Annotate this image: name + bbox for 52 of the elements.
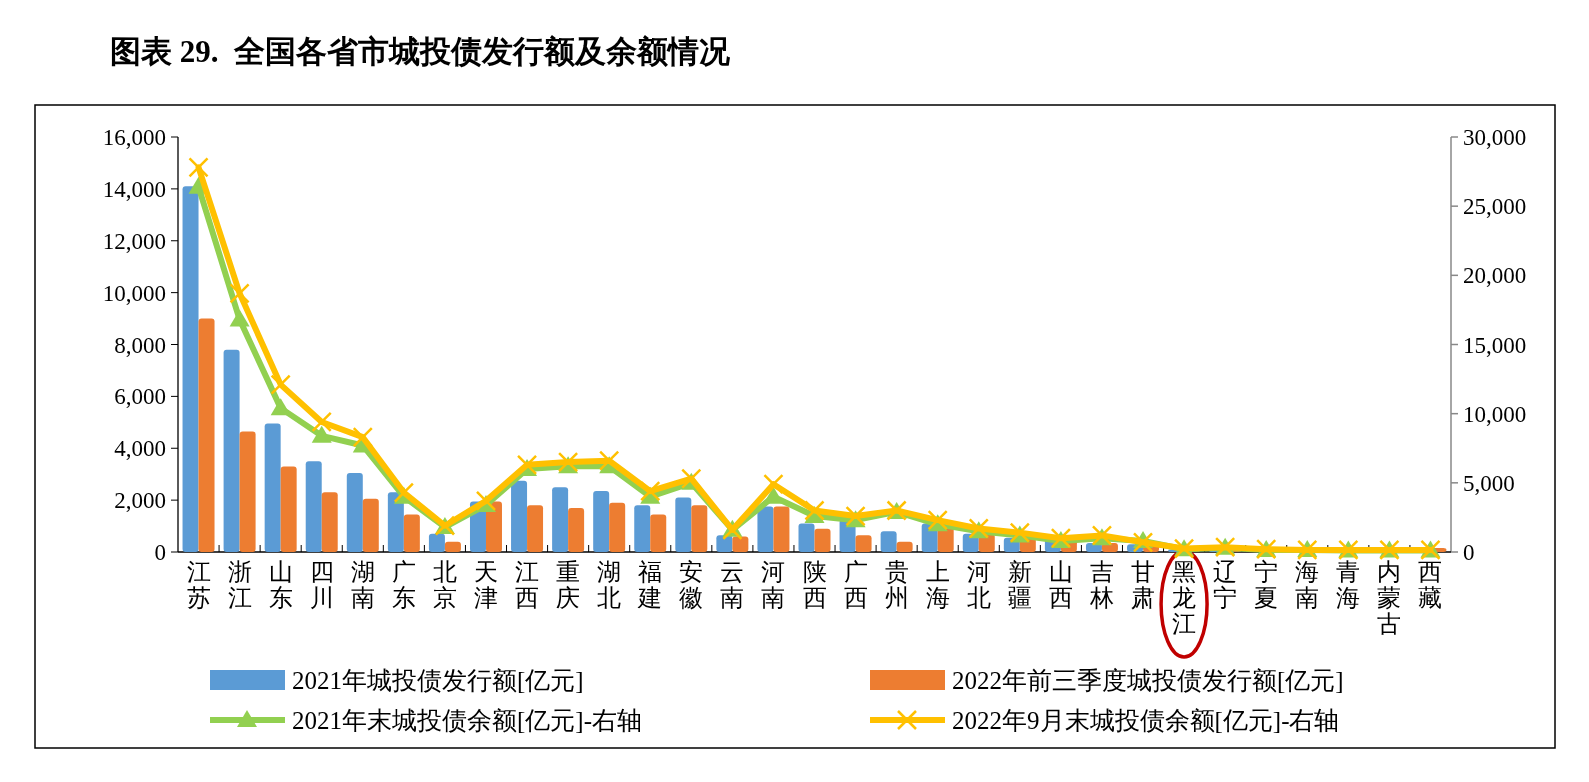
x-tick-label: 陕西	[802, 559, 827, 611]
legend-label: 2022年9月末城投债余额[亿元]-右轴	[952, 707, 1340, 734]
x-tick-label: 江西	[515, 559, 540, 611]
x-tick-label: 上海	[925, 559, 950, 611]
x-tick-label: 湖北	[597, 559, 622, 611]
x-tick-label: 天津	[473, 559, 498, 611]
x-tick-label: 安徽	[679, 559, 704, 611]
y-tick-label: 2,000	[114, 488, 166, 514]
x-tick-label: 海南	[1295, 559, 1320, 611]
x-tick-label: 浙江	[227, 559, 252, 611]
y2-tick-label: 25,000	[1463, 194, 1527, 220]
y-tick-label: 12,000	[102, 228, 166, 254]
x-tick-label: 云南	[720, 559, 745, 611]
y-tick-label: 0	[154, 540, 166, 565]
x-tick-label: 黑龙江	[1172, 559, 1197, 637]
x-tick-label: 湖南	[350, 559, 375, 611]
x-tick-label: 江苏	[186, 559, 211, 611]
x-tick-label: 广西	[843, 559, 868, 611]
y2-tick-label: 5,000	[1463, 470, 1515, 496]
x-tick-label: 北京	[432, 559, 457, 611]
chart-title: 图表 29. 全国各省市城投债发行额及余额情况	[110, 34, 731, 69]
x-tick-label: 内蒙古	[1377, 559, 1402, 637]
x-tick-label: 四川	[309, 559, 334, 611]
y2-tick-label: 10,000	[1463, 401, 1527, 427]
x-tick-label: 辽宁	[1213, 559, 1238, 611]
y-tick-label: 16,000	[102, 125, 166, 150]
x-tick-label: 青海	[1336, 559, 1361, 611]
y2-tick-label: 15,000	[1463, 332, 1527, 358]
x-tick-label: 吉林	[1088, 559, 1114, 611]
x-tick-label: 山西	[1048, 559, 1073, 611]
x-tick-label: 山东	[268, 559, 293, 611]
y-tick-label: 4,000	[114, 436, 166, 462]
y-tick-label: 6,000	[114, 384, 166, 410]
y2-tick-label: 30,000	[1463, 125, 1527, 150]
x-tick-label: 福建	[637, 559, 663, 611]
y-tick-label: 14,000	[102, 176, 166, 202]
x-tick-label: 广东	[391, 559, 416, 611]
legend-label: 2021年末城投债余额[亿元]-右轴	[292, 707, 642, 734]
x-tick-label: 宁夏	[1254, 559, 1279, 611]
legend-label: 2022年前三季度城投债发行额[亿元]	[952, 667, 1344, 694]
y-tick-label: 8,000	[114, 332, 166, 358]
x-tick-label: 河北	[966, 559, 991, 611]
y2-tick-label: 20,000	[1463, 263, 1527, 289]
legend-label: 2021年城投债发行额[亿元]	[292, 667, 584, 694]
y2-tick-label: 0	[1463, 540, 1475, 565]
x-tick-label: 重庆	[556, 559, 581, 611]
x-tick-label: 贵州	[884, 559, 909, 611]
x-tick-label: 甘肃	[1131, 559, 1156, 611]
x-tick-label: 西藏	[1418, 559, 1443, 611]
y-tick-label: 10,000	[102, 280, 166, 306]
x-tick-label: 新疆	[1007, 559, 1032, 611]
x-tick-label: 河南	[761, 559, 786, 611]
